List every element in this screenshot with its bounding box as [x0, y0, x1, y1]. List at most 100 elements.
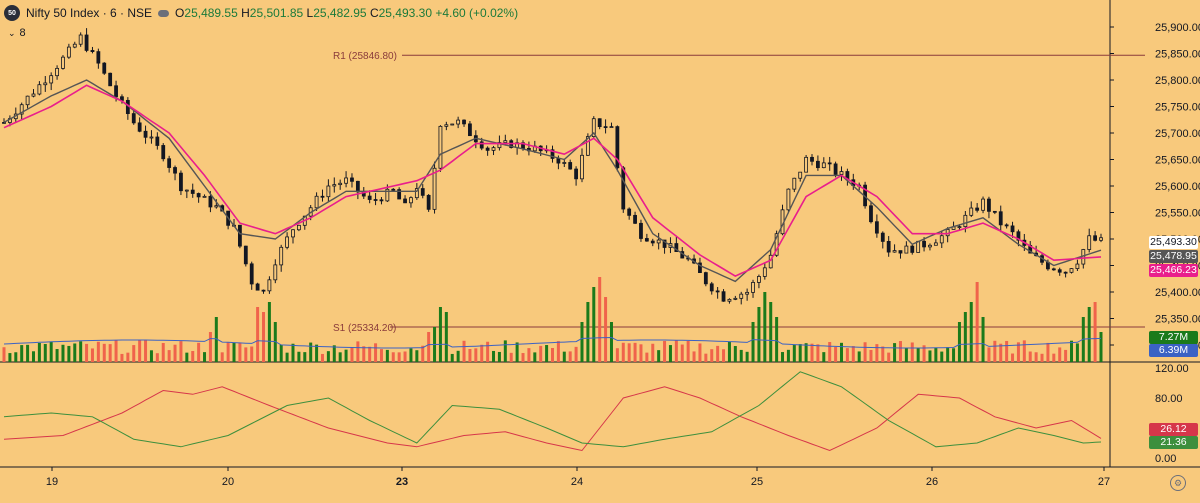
volume-bar: [698, 343, 702, 362]
volume-tag: 7.27M: [1149, 331, 1198, 344]
volume-bar: [403, 351, 407, 362]
candle-body: [1093, 235, 1098, 241]
volume-bar: [1070, 340, 1074, 362]
volume-bar: [739, 349, 743, 362]
volume-bar: [798, 344, 802, 362]
candle-body: [715, 290, 720, 293]
volume-bar: [881, 346, 885, 362]
axes: 25,900.00 25,850.00 25,800.00 25,750.00 25,7…: [46, 22, 1200, 488]
volume-bar: [102, 343, 106, 362]
candle-body: [698, 262, 702, 274]
volume-bar: [916, 348, 920, 362]
candle-body: [751, 282, 755, 293]
ma-slow-tag: 25,478.95: [1149, 250, 1198, 263]
candle-body: [179, 172, 183, 192]
price-tick-label: 25,850.00: [1155, 49, 1200, 61]
volume-bar: [456, 350, 460, 362]
volume-bar: [887, 352, 891, 362]
volume-bar: [238, 342, 242, 362]
candle-body: [155, 136, 160, 146]
volume-bar: [545, 345, 549, 362]
candle-body: [762, 267, 767, 277]
volume-bar: [320, 353, 324, 362]
candle-body: [143, 130, 148, 138]
volume-bar: [155, 353, 159, 362]
candle-body: [320, 195, 325, 198]
volume-bar: [769, 302, 773, 362]
symbol-legend[interactable]: 50 Nifty 50 Index · 6 · NSE O25,489.55 H…: [4, 4, 518, 22]
low-label: L: [306, 6, 314, 20]
candle-body: [503, 140, 508, 143]
volume-bar: [149, 350, 153, 362]
volume-bar: [663, 340, 667, 362]
volume-bar: [1058, 347, 1062, 362]
volume-bar: [350, 347, 354, 362]
volume-bar: [556, 341, 560, 362]
volume-ma-line: [3, 336, 1102, 349]
candle-body: [709, 283, 714, 292]
time-tick-label: 23: [396, 476, 408, 488]
candle-body: [798, 171, 803, 179]
volume-bar: [138, 340, 142, 362]
volume-bar: [379, 349, 383, 362]
volume-bar: [975, 282, 979, 362]
symbol-title[interactable]: Nifty 50 Index · 6 · NSE: [26, 6, 153, 20]
volume-bar: [279, 344, 283, 362]
candle-body: [462, 119, 466, 125]
volume-bar: [940, 351, 944, 362]
volume-bar: [993, 340, 997, 362]
candle-body: [1010, 225, 1015, 233]
volume-bar: [722, 349, 726, 362]
volume-bar: [1034, 352, 1038, 362]
candle-body: [350, 177, 354, 182]
settings-gear-icon[interactable]: ⚙: [1170, 475, 1186, 491]
candle-body: [314, 195, 319, 209]
candle-body: [1016, 231, 1021, 241]
volume-bar: [450, 353, 454, 362]
volume-bar: [1099, 332, 1103, 362]
candle-body: [662, 239, 667, 248]
candle-body: [1004, 224, 1009, 227]
volume-bar: [480, 344, 484, 362]
ma-slow-line: [3, 79, 1102, 283]
chevron-down-icon: ⌄: [8, 27, 16, 38]
candle-body: [774, 233, 779, 256]
candle-body: [585, 136, 590, 156]
candle-body: [444, 124, 449, 127]
pivot-levels: R1 (25846.80) S1 (25334.20): [333, 51, 1145, 334]
low-value: 25,482.95: [313, 6, 367, 20]
candle-body: [987, 198, 991, 212]
candle-body: [904, 245, 909, 254]
volume-bar: [875, 344, 879, 362]
volume-bar: [368, 346, 372, 362]
candle-body: [969, 207, 974, 216]
volume-bar: [946, 347, 950, 362]
volume-bar: [851, 346, 855, 362]
candle-body: [385, 188, 390, 202]
candle-body: [975, 207, 980, 211]
candle-body: [72, 43, 77, 48]
indicator-count: 8: [19, 27, 26, 39]
candle-body: [874, 221, 879, 234]
price-tick-label: 25,700.00: [1155, 128, 1200, 140]
candle-body: [839, 171, 844, 175]
volume-bar: [680, 344, 684, 362]
indicators-toggle[interactable]: ⌄ 8: [8, 27, 26, 39]
volume-bar: [757, 307, 761, 362]
volume-bar: [957, 322, 961, 362]
volume-bar: [857, 351, 861, 362]
volume-bar: [197, 342, 201, 362]
volume-bar: [845, 348, 849, 362]
volume-bar: [674, 340, 678, 362]
candle-body: [933, 242, 938, 246]
candles: [2, 28, 1103, 305]
volume-bar: [415, 350, 419, 362]
candle-body: [291, 229, 295, 238]
candle-body: [332, 184, 337, 187]
candle-body: [391, 188, 396, 191]
candle-body: [880, 232, 885, 242]
candle-body: [397, 189, 402, 200]
volume-bar: [344, 349, 348, 362]
